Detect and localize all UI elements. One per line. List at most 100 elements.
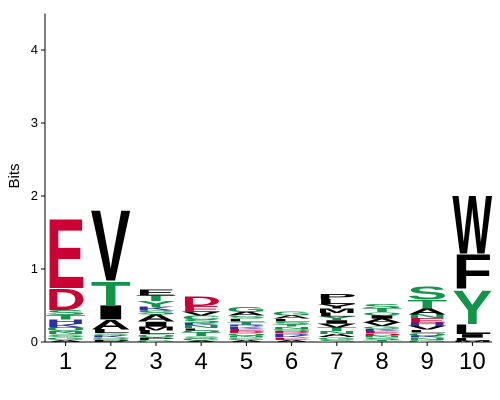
logo-letter-a: A: [136, 313, 176, 324]
logo-letter-k: K: [226, 326, 266, 329]
logo-letter-s: S: [181, 318, 221, 324]
logo-letter-m: M: [317, 307, 357, 314]
logo-letter-t: T: [407, 297, 447, 311]
logo-letter-y: Y: [452, 280, 492, 334]
logo-letter-v: V: [181, 311, 221, 317]
logo-letter-s: S: [362, 303, 402, 310]
x-tick-label: 4: [195, 348, 208, 375]
logo-letter-p: P: [91, 339, 131, 342]
logo-letter-t: T: [272, 324, 312, 327]
logo-letter-k: K: [136, 306, 177, 312]
logo-letter-l: L: [317, 312, 357, 318]
y-tick-label: 3: [31, 115, 38, 130]
x-tick-label: 7: [330, 348, 343, 375]
logo-letter-a: A: [272, 315, 312, 320]
logo-letter-a: A: [272, 339, 312, 342]
logo-letter-a: A: [46, 339, 86, 342]
logo-letter-g: G: [226, 337, 266, 340]
logo-letter-h: H: [46, 318, 86, 325]
logo-letter-s: S: [362, 337, 402, 340]
logo-letter-d: D: [226, 331, 266, 334]
x-tick-label: 1: [59, 348, 72, 375]
logo-letter-m: M: [136, 326, 176, 332]
logo-letter-l: L: [452, 337, 492, 342]
x-tick-label: 3: [149, 348, 162, 375]
logo-letter-q: Q: [407, 332, 447, 337]
y-tick-label: 1: [31, 261, 38, 276]
logo-letter-r: R: [226, 324, 266, 327]
logo-letter-t: T: [226, 321, 266, 326]
logo-letter-l: L: [452, 321, 492, 337]
logo-letter-n: N: [272, 326, 312, 329]
logo-letter-d: D: [272, 331, 312, 334]
logo-letter-v: V: [317, 323, 357, 329]
logo-letter-q: Q: [181, 330, 221, 333]
logo-letter-v: V: [407, 325, 447, 331]
x-tick-label: 5: [240, 348, 253, 375]
logo-letter-d: D: [46, 283, 86, 316]
logo-letter-s: S: [46, 309, 86, 317]
axes: 0 1 2 3 4 1 2 3 4 5 6 7 8 9 10: [31, 13, 492, 375]
logo-letter-e: E: [181, 305, 221, 314]
logo-letter-t: T: [317, 326, 357, 332]
logo-letter-e: E: [362, 331, 402, 334]
logo-letter-k: K: [362, 328, 402, 331]
logo-letter-g: G: [317, 336, 357, 341]
logo-letter-f: F: [452, 246, 492, 300]
logo-letter-s: S: [136, 310, 176, 316]
logo-letter-k: K: [407, 335, 447, 338]
logo-letter-v: V: [362, 321, 402, 327]
y-tick-label: 2: [31, 188, 38, 203]
logo-letter-g: G: [136, 339, 176, 342]
logo-letter-q: Q: [272, 328, 312, 331]
logo-letter-w: W: [452, 178, 492, 271]
logo-letter-k: K: [181, 322, 221, 325]
logo-letter-e: E: [136, 288, 176, 297]
logo-letter-g: G: [272, 311, 312, 317]
logo-letter-i: I: [362, 314, 402, 320]
logo-letter-t: T: [362, 307, 402, 313]
logo-letter-a: A: [181, 340, 221, 342]
logo-letter-y: Y: [317, 303, 357, 310]
logo-letter-s: S: [91, 333, 131, 336]
logo-letter-k: K: [272, 335, 312, 338]
logo-letter-l: L: [317, 298, 357, 306]
logo-letter-q: Q: [46, 326, 86, 332]
logo-letter-c: C: [181, 315, 221, 321]
logo-letter-g: G: [226, 306, 266, 314]
logo-letter-l: L: [272, 318, 312, 323]
logo-letter-s: S: [226, 315, 266, 319]
logo-letter-g: G: [181, 338, 221, 341]
logo-letter-n: N: [181, 325, 221, 330]
logo-letter-i: I: [452, 333, 492, 339]
logo-letter-n: N: [46, 330, 86, 335]
logo-letter-q: Q: [226, 333, 266, 336]
logo-letter-n: N: [407, 337, 447, 340]
logo-letter-n: N: [226, 335, 266, 338]
logo-letter-g: G: [46, 336, 86, 341]
y-tick-label: 0: [31, 334, 38, 349]
logo-letter-t: T: [91, 275, 131, 312]
logo-letter-n: N: [317, 330, 357, 335]
logo-letter-g: G: [407, 339, 447, 342]
logo-letter-d: D: [362, 333, 402, 336]
logo-letter-t: T: [181, 332, 221, 338]
logo-letter-i: I: [136, 320, 176, 328]
logo-letter-y: Y: [136, 300, 176, 309]
y-axis-label: Bits: [6, 163, 23, 188]
logo-letter-p: P: [317, 293, 357, 301]
x-tick-label: 9: [421, 348, 434, 375]
logo-letter-a: A: [362, 318, 402, 324]
y-tick-label: 4: [31, 42, 38, 57]
logo-letter-q: Q: [362, 311, 402, 316]
logo-letter-e: E: [46, 200, 86, 310]
logo-letter-k: K: [91, 335, 131, 338]
logo-letter-q: Q: [136, 333, 176, 338]
logo-letter-l: L: [407, 329, 447, 334]
logo-letter-s: S: [181, 336, 221, 339]
x-tick-label: 6: [285, 348, 298, 375]
logo-letter-k: K: [46, 323, 87, 329]
logo-letter-i: I: [317, 319, 357, 325]
x-tick-label: 10: [459, 348, 486, 375]
logo-letter-v: V: [91, 189, 131, 302]
